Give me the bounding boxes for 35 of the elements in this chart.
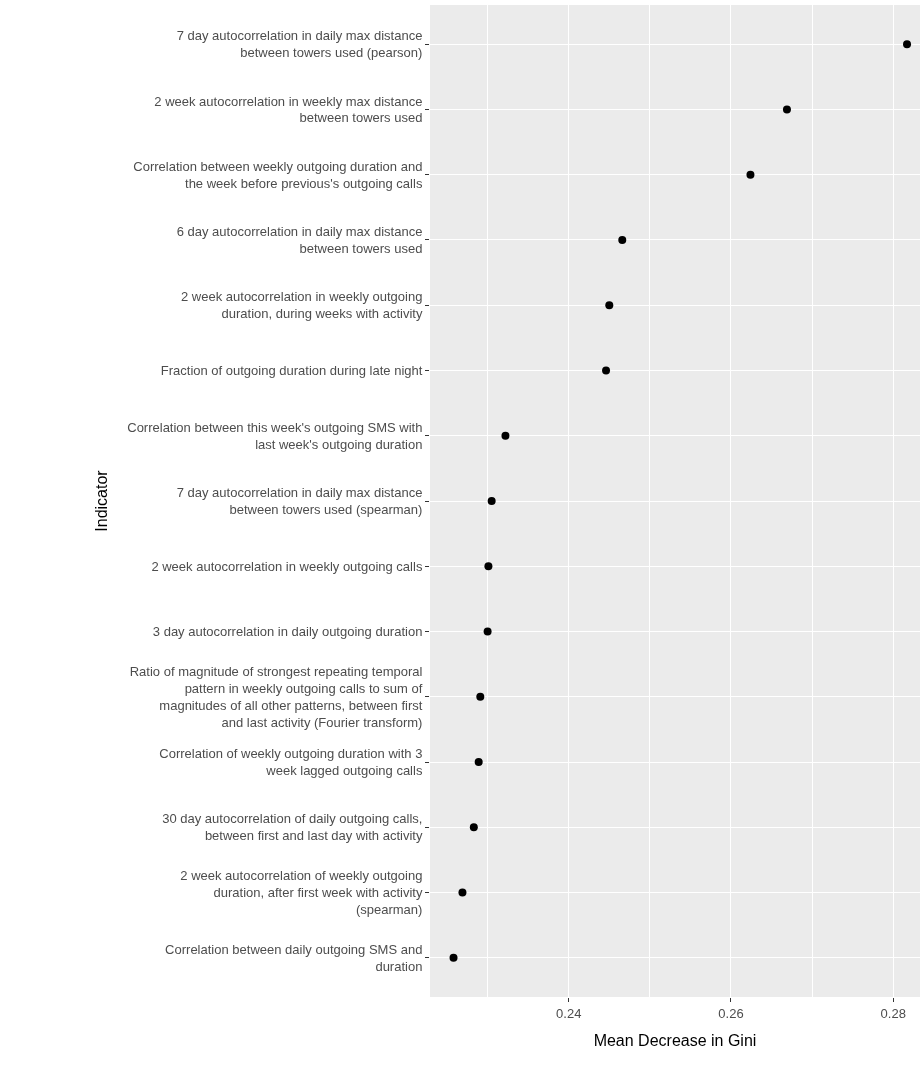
point (449, 953, 458, 962)
y-tick-label: 30 day autocorrelation of daily outgoing calls, between first and last day with activity (162, 811, 423, 844)
point (903, 40, 912, 49)
point (618, 235, 627, 244)
point (782, 105, 791, 114)
y-tick-label: Ratio of magnitude of strongest repeating temporal pattern in weekly outgoing calls to sum of magnitudes of all other patterns, between first and last activity (Fourier transform) (129, 663, 423, 730)
y-tick-label: Fraction of outgoing duration during late night (160, 363, 423, 379)
point (476, 692, 485, 701)
y-tick-label: 2 week autocorrelation in weekly outgoing duration, during weeks with activity (181, 289, 423, 322)
x-tick-label: 0.26 (718, 1005, 744, 1021)
y-tick-label: 7 day autocorrelation in daily max distance between towers used (pearson) (176, 28, 423, 61)
y-tick-label: 2 week autocorrelation in weekly max distance between towers used (154, 93, 423, 126)
y-tick-label: 2 week autocorrelation in weekly outgoing calls (151, 558, 423, 574)
point (602, 366, 611, 375)
y-tick-label: Correlation between daily outgoing SMS and duration (165, 941, 423, 974)
y-tick-label: Correlation of weekly outgoing duration with 3 week lagged outgoing calls (159, 746, 423, 779)
point (501, 431, 510, 440)
point (487, 497, 496, 505)
point (483, 627, 492, 636)
point (469, 823, 478, 832)
y-tick-label: Correlation between this week's outgoing SMS with last week's outgoing duration (127, 419, 423, 452)
point (474, 758, 483, 767)
point (458, 888, 467, 897)
y-tick-label: 3 day autocorrelation in daily outgoing duration (152, 624, 423, 640)
x-axis-title: Mean Decrease in Gini (593, 1032, 757, 1050)
x-tick-label: 0.28 (880, 1005, 906, 1021)
y-tick-label: 2 week autocorrelation of weekly outgoing duration, after first week with activity (spearman) (180, 868, 423, 918)
point (605, 301, 614, 310)
y-tick-label: 6 day autocorrelation in daily max distance between towers used (176, 224, 423, 256)
y-tick-label: Correlation between weekly outgoing duration and the week before previous's outgoing calls (133, 158, 423, 191)
point (746, 170, 755, 179)
point (484, 562, 493, 571)
y-axis-title: Indicator (93, 469, 111, 532)
x-tick-label: 0.24 (556, 1005, 582, 1021)
y-tick-label: 7 day autocorrelation in daily max distance between towers used (spearman) (176, 485, 423, 517)
